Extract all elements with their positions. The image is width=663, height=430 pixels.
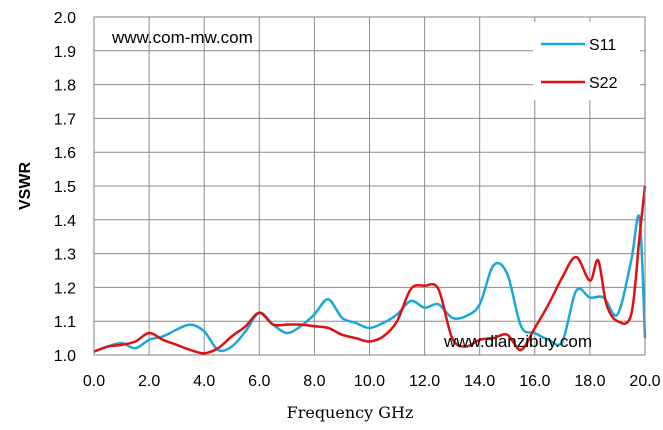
x-tick-label: 14.0 [464,373,495,390]
y-tick-label: 1.9 [54,44,76,61]
legend-label-s22: S22 [589,75,618,92]
y-tick-label: 1.0 [54,348,76,365]
watermark-top: www.com-mw.com [111,28,253,47]
y-tick-label: 1.2 [54,280,76,297]
series-layer [93,185,647,355]
x-tick-label: 10.0 [354,373,385,390]
x-axis-title: Frequency GHz [287,403,414,422]
y-axis-title: VSWR [17,162,34,210]
x-tick-label: 6.0 [248,373,270,390]
y-tick-label: 1.1 [54,314,76,331]
x-tick-label: 2.0 [138,373,160,390]
plot-border [93,16,646,356]
x-tick-label: 16.0 [519,373,550,390]
y-tick-label: 1.6 [54,145,76,162]
x-tick-labels: 0.0 2.0 4.0 6.0 8.0 10.0 12.0 14.0 16.0 18.0 20.0 [83,373,661,390]
legend: S11 S22 [533,22,640,100]
y-tick-label: 1.5 [54,179,76,196]
x-tick-label: 12.0 [409,373,440,390]
series-line-s22 [93,185,647,355]
x-tick-label: 0.0 [83,373,105,390]
legend-box [533,22,640,100]
y-tick-label: 1.8 [54,78,76,95]
y-tick-label: 2.0 [54,10,76,27]
series-line-s11 [93,214,647,353]
y-tick-label: 1.7 [54,111,76,128]
x-tick-label: 20.0 [629,373,660,390]
legend-label-s11: S11 [589,37,616,54]
watermark-bottom: www.dianzibuy.com [443,332,592,351]
x-tick-label: 4.0 [193,373,215,390]
y-tick-label: 1.4 [54,213,76,230]
y-tick-label: 1.3 [54,247,76,264]
x-tick-label: 18.0 [574,373,605,390]
x-tick-label: 8.0 [303,373,325,390]
y-tick-labels: 1.0 1.1 1.2 1.3 1.4 1.5 1.6 1.7 1.8 1.9 2.0 [54,10,76,365]
